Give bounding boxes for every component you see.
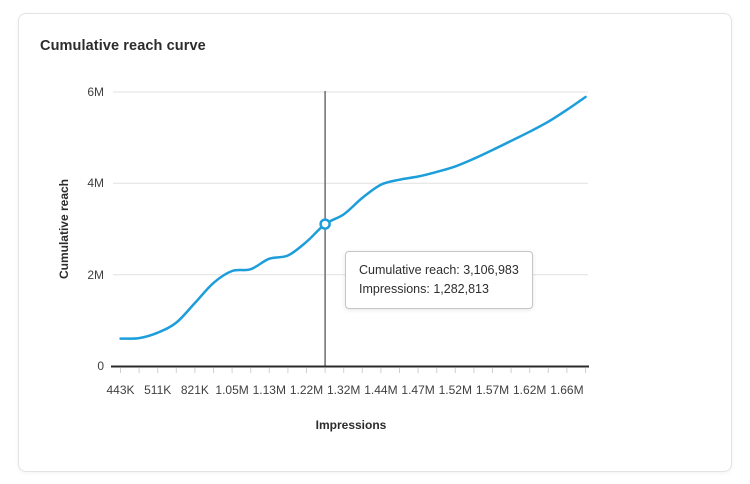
- x-axis-ticks: [120, 368, 586, 373]
- x-axis-title: Impressions: [315, 418, 387, 432]
- x-axis-tick-label: 1.47M: [401, 383, 435, 397]
- reach-curve-card: [18, 13, 732, 472]
- x-axis-tick-label: 1.62M: [513, 383, 547, 397]
- x-axis-tick-label: 1.05M: [215, 383, 249, 397]
- chart-tooltip: Cumulative reach: 3,106,983 Impressions:…: [345, 251, 533, 309]
- x-axis-tick-label: 1.22M: [289, 383, 324, 397]
- highlighted-point-marker[interactable]: [319, 218, 331, 230]
- y-axis-title: Cumulative reach: [57, 178, 71, 280]
- x-axis-tick-label: 1.32M: [327, 383, 361, 397]
- y-axis-tick-label: 0: [97, 359, 104, 373]
- x-axis-tick-label: 1.57M: [475, 383, 510, 397]
- x-axis-tick-label: 443K: [106, 383, 135, 397]
- x-axis-tick-label: 821K: [180, 383, 209, 397]
- y-axis-tick-label: 2M: [87, 267, 104, 282]
- cumulative-reach-line: [119, 95, 587, 340]
- x-axis-tick-label: 1.44M: [364, 383, 398, 397]
- x-axis-tick-label: 1.66M: [550, 383, 584, 397]
- x-axis-tick-label: 511K: [144, 383, 172, 397]
- gridlines: [113, 91, 588, 276]
- chart-title: Cumulative reach curve: [40, 38, 206, 54]
- x-axis-tick-label: 1.52M: [438, 383, 472, 397]
- x-axis-tick-label: 1.13M: [252, 383, 286, 397]
- tooltip-cumulative-reach: Cumulative reach: 3,106,983: [359, 263, 519, 277]
- y-axis-tick-label: 4M: [87, 176, 104, 191]
- tooltip-impressions: Impressions: 1,282,813: [359, 282, 489, 296]
- y-axis-tick-label: 6M: [87, 85, 104, 99]
